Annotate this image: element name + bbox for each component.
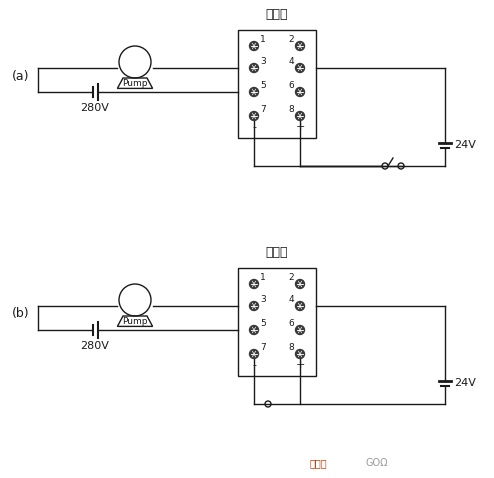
Circle shape (249, 111, 258, 120)
Text: 继电器: 继电器 (266, 8, 288, 21)
Text: (a): (a) (12, 69, 30, 83)
Circle shape (295, 302, 304, 311)
Bar (238, 268, 316, 376)
Text: 接线图: 接线图 (310, 458, 328, 468)
Text: 8: 8 (288, 343, 294, 352)
Text: 4: 4 (288, 295, 294, 304)
Text: 5: 5 (260, 81, 266, 90)
Text: 继电器: 继电器 (266, 246, 288, 259)
Text: -: - (252, 122, 256, 132)
Text: 4: 4 (288, 57, 294, 66)
Text: 2: 2 (288, 273, 294, 282)
Text: GOΩ: GOΩ (365, 458, 387, 468)
Text: 3: 3 (260, 295, 266, 304)
Text: Pump: Pump (122, 79, 148, 87)
Text: 6: 6 (288, 319, 294, 328)
Text: +: + (295, 122, 305, 132)
Text: 24V: 24V (454, 140, 476, 150)
Circle shape (249, 64, 258, 73)
Circle shape (249, 349, 258, 358)
Circle shape (295, 326, 304, 335)
Text: 280V: 280V (81, 103, 110, 113)
Circle shape (295, 111, 304, 120)
Text: 1: 1 (260, 273, 266, 282)
Circle shape (249, 280, 258, 289)
Circle shape (295, 64, 304, 73)
Text: -: - (252, 360, 256, 370)
Text: 7: 7 (260, 105, 266, 114)
Text: 24V: 24V (454, 378, 476, 388)
Text: 280V: 280V (81, 341, 110, 351)
Text: 6: 6 (288, 81, 294, 90)
Text: 8: 8 (288, 105, 294, 114)
Circle shape (295, 42, 304, 51)
Circle shape (249, 87, 258, 97)
Text: 2: 2 (288, 35, 294, 44)
Text: +: + (295, 360, 305, 370)
Circle shape (249, 302, 258, 311)
Circle shape (249, 42, 258, 51)
Text: Pump: Pump (122, 317, 148, 326)
Circle shape (295, 87, 304, 97)
Text: 5: 5 (260, 319, 266, 328)
Circle shape (249, 326, 258, 335)
Circle shape (295, 349, 304, 358)
Text: (b): (b) (12, 307, 30, 321)
Text: 7: 7 (260, 343, 266, 352)
Text: 3: 3 (260, 57, 266, 66)
Circle shape (295, 280, 304, 289)
Bar (238, 30, 316, 138)
Text: 1: 1 (260, 35, 266, 44)
